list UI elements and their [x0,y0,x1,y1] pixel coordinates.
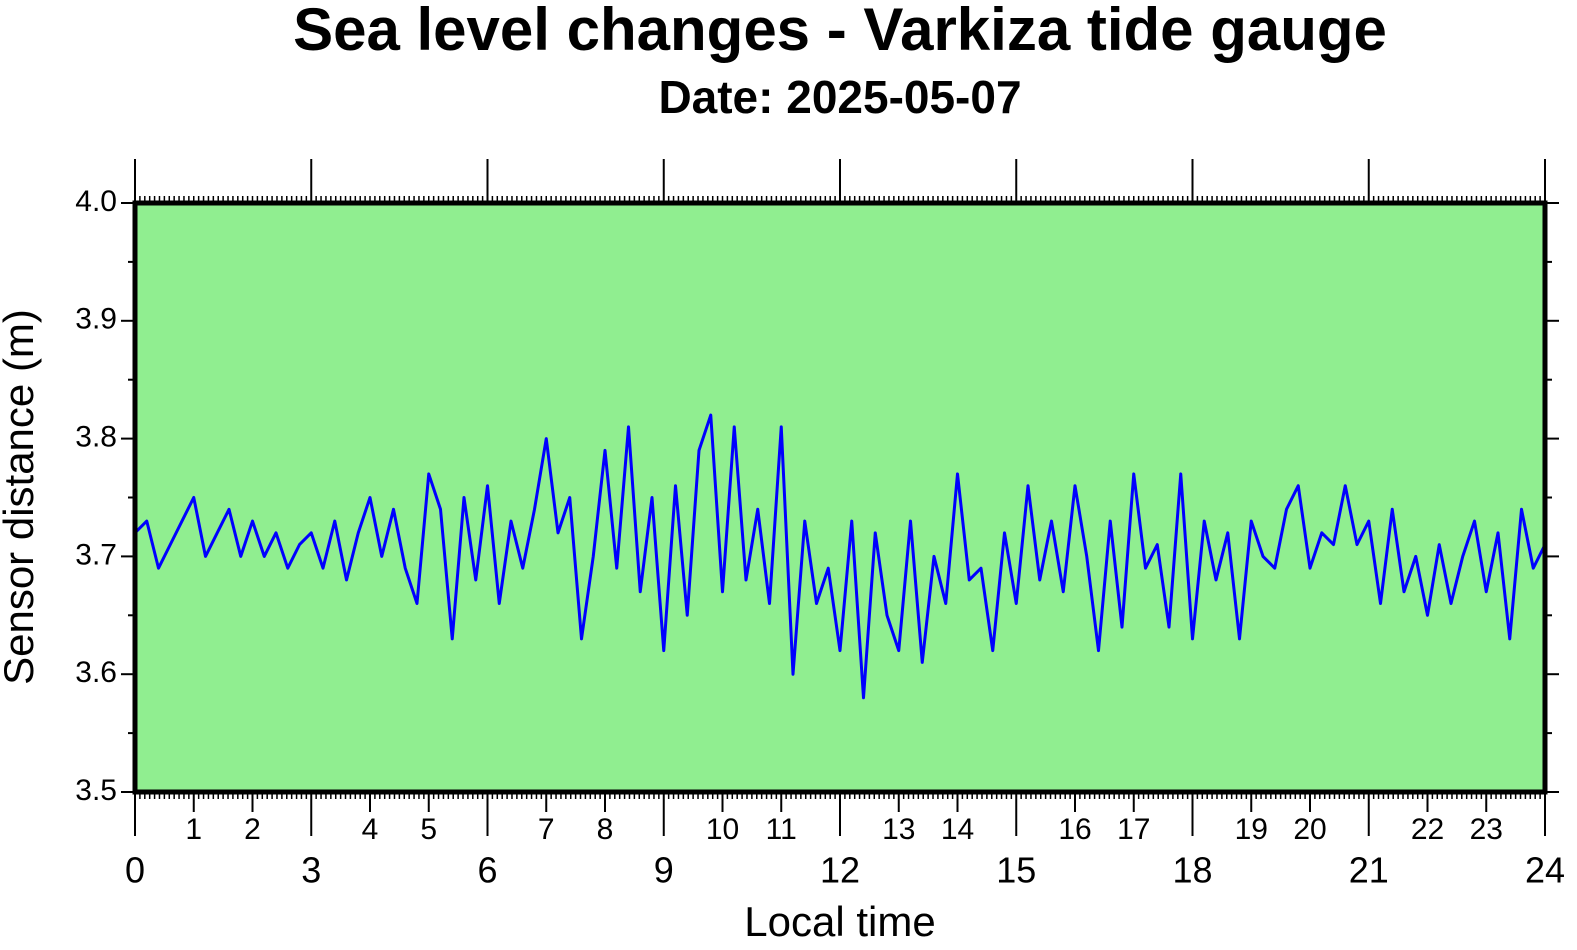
x-tick-label: 0 [125,850,145,891]
data-line [133,413,1547,700]
x-tick-label: 8 [597,813,614,846]
y-tick-label: 3.6 [75,656,117,689]
plot-background [135,203,1545,792]
x-tick-label: 4 [362,813,379,846]
plot-frame [132,200,1548,795]
x-tick-label: 6 [477,850,497,891]
x-tick-label: 19 [1235,813,1268,846]
y-tick-label: 3.9 [75,303,117,336]
x-tick-label: 10 [706,813,739,846]
x-tick-label: 21 [1349,850,1389,891]
chart-title: Sea level changes - Varkiza tide gauge [293,0,1387,63]
x-tick-label: 16 [1058,813,1091,846]
chart-subtitle: Date: 2025-05-07 [658,71,1021,123]
x-tick-label: 22 [1411,813,1444,846]
x-tick-label: 2 [244,813,261,846]
y-axis-label: Sensor distance (m) [0,309,42,685]
x-tick-label: 5 [420,813,437,846]
x-tick-label: 24 [1525,850,1565,891]
x-tick-label: 7 [538,813,555,846]
x-tick-label: 15 [996,850,1036,891]
x-axis-label: Local time [744,898,935,945]
x-tick-label: 17 [1117,813,1150,846]
x-tick-label: 12 [820,850,860,891]
x-tick-label: 18 [1172,850,1212,891]
x-tick-label: 3 [301,850,321,891]
x-tick-label: 14 [941,813,974,846]
y-tick-label: 3.8 [75,421,117,454]
x-tick-label: 9 [654,850,674,891]
x-tick-label: 20 [1293,813,1326,846]
x-tick-label: 1 [185,813,202,846]
x-tick-label: 23 [1470,813,1503,846]
y-tick-label: 3.5 [75,774,117,807]
y-tick-label: 3.7 [75,538,117,571]
y-tick-label: 4.0 [75,185,117,218]
x-tick-label: 13 [882,813,915,846]
x-tick-label: 11 [766,813,797,846]
